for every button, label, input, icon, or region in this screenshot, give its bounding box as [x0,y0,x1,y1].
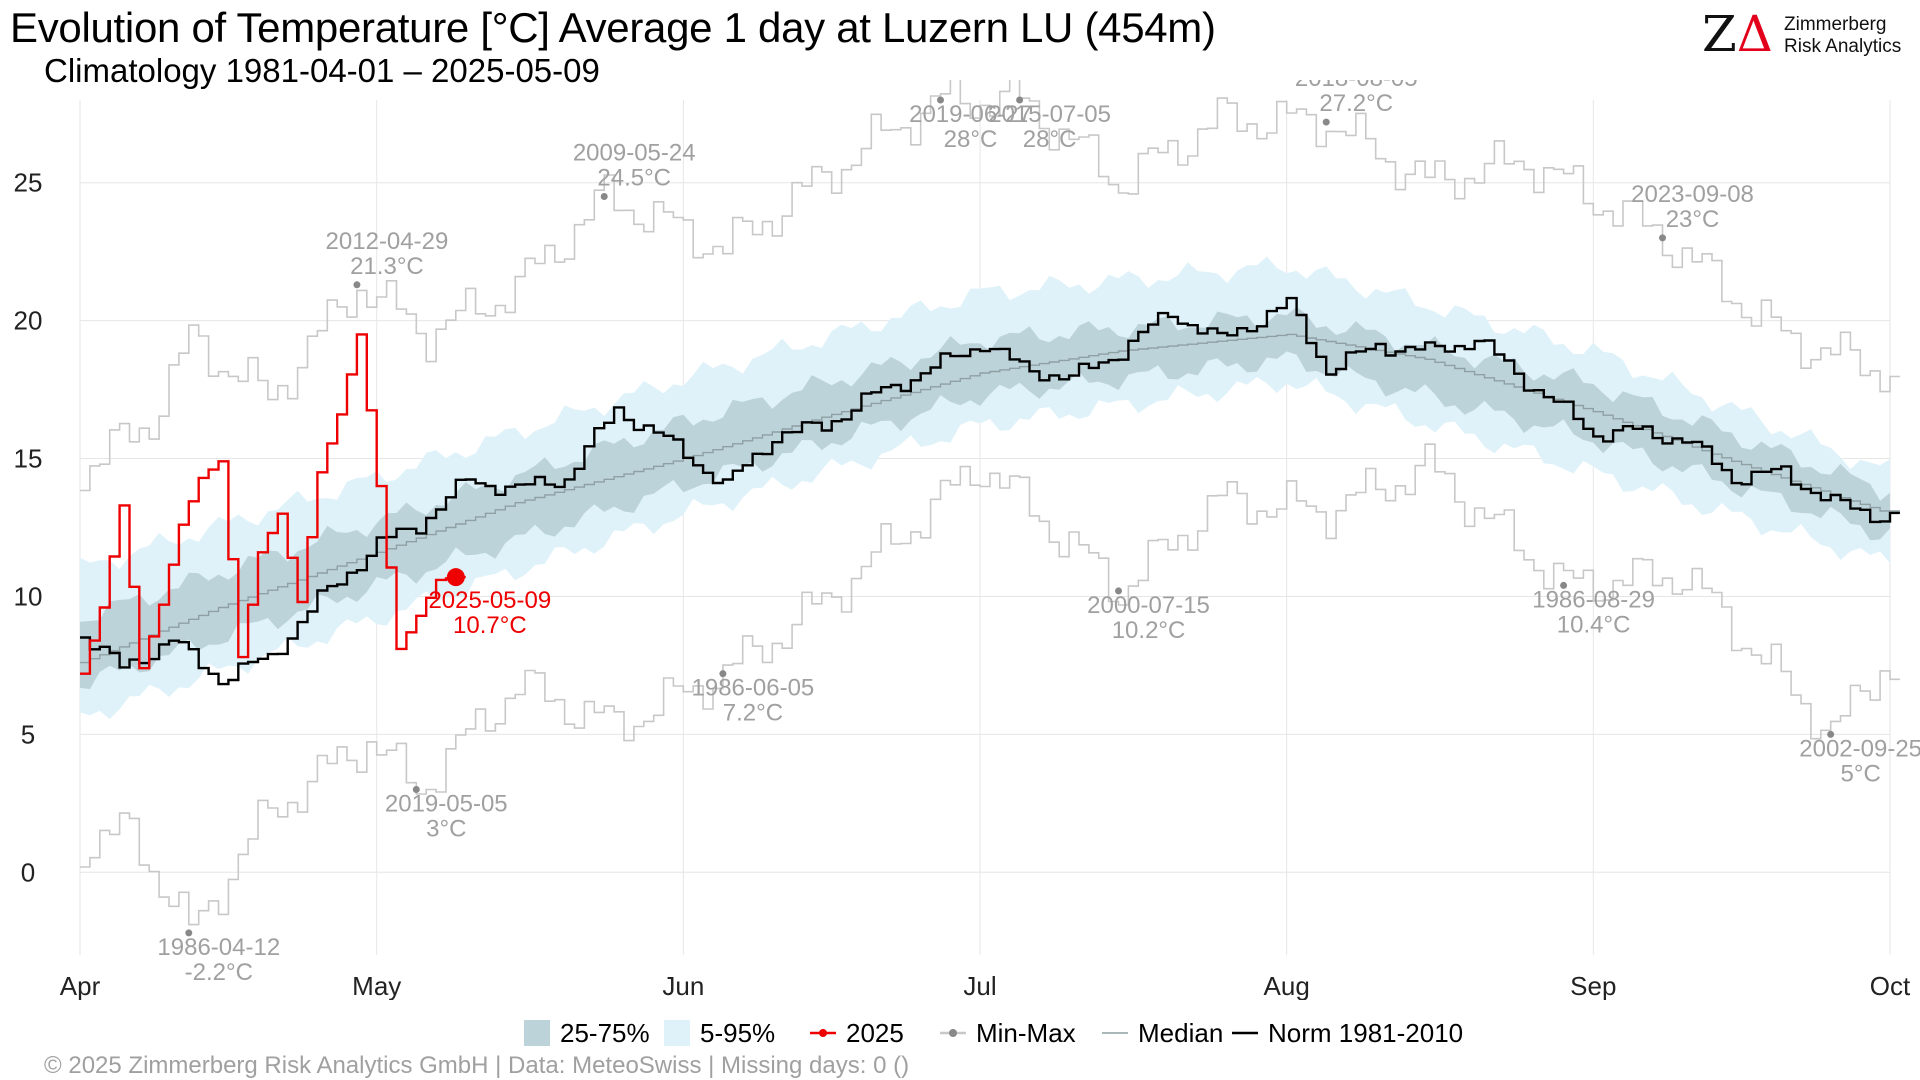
current-year-series-line [80,333,466,675]
logo-line-2: Risk Analytics [1784,36,1902,57]
band-5-95 [80,256,1890,720]
band-25-75 [80,306,1890,690]
annotation-value: -2.2°C [185,959,253,986]
logo-line-1: Zimmerberg [1784,14,1887,35]
annotation-value: 27.2°C [1319,90,1393,117]
extreme-point [412,786,420,794]
x-tick-label: Sep [1570,971,1616,1000]
annotation-date: 1986-06-05 [692,675,815,702]
chart-subtitle: Climatology 1981-04-01 – 2025-05-09 [44,52,600,89]
legend-label: Norm 1981-2010 [1268,1017,1464,1048]
legend-label: 25-75% [560,1017,650,1048]
annotation-date: 2018-08-05 [1295,80,1418,92]
annotation-value: 21.3°C [350,253,424,280]
logo-mark-icon: ZΔ [1702,5,1773,63]
extreme-point [1115,587,1123,595]
y-tick-label: 25 [14,168,43,198]
y-tick-label: 0 [21,857,35,887]
annotation-value: 5°C [1841,760,1881,787]
x-tick-label: Jul [963,971,996,1000]
legend-key-median-icon [1100,1018,1130,1048]
logo-text: Zimmerberg Risk Analytics [1784,14,1901,58]
annotation-value: 28°C [944,126,998,153]
legend-label: Median [1138,1017,1224,1048]
current-day-point [446,568,465,587]
annotation-date: 2019-06-27 [909,101,1032,128]
max-series-line [80,80,1900,492]
chart-title: Evolution of Temperature [°C] Average 1 … [10,4,1216,51]
annotation-date: 2023-09-08 [1631,181,1754,208]
legend-key-norm-icon [1230,1018,1260,1048]
annotation-value: 10.4°C [1557,611,1631,638]
min-series-line [80,443,1900,926]
annotation-date: 2000-07-15 [1087,592,1210,619]
legend-label: 2025 [846,1017,904,1048]
extreme-point [1560,581,1568,589]
annotation-date: 2019-05-05 [385,791,508,818]
extreme-point [1827,730,1835,738]
annotation-value: 3°C [426,816,466,843]
legend-label: Min-Max [976,1017,1076,1048]
y-tick-label: 15 [14,444,43,474]
x-tick-label: Aug [1264,971,1310,1000]
x-tick-label: Jun [662,971,704,1000]
x-tick-label: May [352,971,401,1000]
annotation-date: 2012-04-29 [326,228,449,255]
current-day-date: 2025-05-09 [428,587,551,614]
extreme-point [353,281,361,289]
norm-series-line [80,296,1900,686]
y-tick-label: 10 [14,581,43,611]
annotation-value: 28°C [1023,126,1077,153]
extreme-point [600,193,608,201]
annotation-value: 23°C [1666,206,1720,233]
current-day-value: 10.7°C [453,612,527,639]
y-tick-label: 20 [14,306,43,336]
annotation-value: 7.2°C [723,700,783,727]
annotation-value: 24.5°C [597,165,671,192]
legend-item-norm: Norm 1981-2010 [1230,1015,1463,1051]
company-logo: ZΔ Zimmerberg Risk Analytics [1700,5,1910,64]
footer-credits: © 2025 Zimmerberg Risk Analytics GmbH | … [44,1052,910,1079]
x-tick-label: Apr [60,971,101,1000]
annotation-date: 2009-05-24 [573,140,696,167]
legend-key-band50-icon [522,1018,552,1048]
temperature-chart: 0 5 10 15 20 25 Apr May Jun Jul Aug Sep Oct 1986-04-1… [14,80,1920,1000]
legend-key-current-icon [808,1018,838,1048]
extreme-point [936,96,944,104]
annotation-date: 1986-08-29 [1532,586,1655,613]
extreme-point [719,670,727,678]
legend-item-minmax: Min-Max [938,1015,1076,1051]
annotation-date: 2002-09-25 [1799,735,1920,762]
extreme-point [1322,118,1330,126]
legend-item-band90: 5-95% [662,1015,775,1051]
annotation-value: 10.2°C [1112,617,1186,644]
x-tick-label: Oct [1870,971,1911,1000]
annotation-date: 2015-07-05 [988,101,1111,128]
extreme-point [1016,96,1024,104]
legend-key-minmax-icon [938,1018,968,1048]
legend-item-median: Median [1100,1015,1223,1051]
legend: 25-75% 5-95% 2025 Min-Max Median Norm 1981-20… [0,1015,1920,1051]
legend-label: 5-95% [700,1017,776,1048]
y-tick-label: 5 [21,719,35,749]
extreme-point [185,929,193,937]
legend-key-band90-icon [662,1018,692,1048]
legend-item-band50: 25-75% [522,1015,650,1051]
extreme-point [1659,234,1667,242]
annotation-date: 1986-04-12 [157,934,280,961]
legend-item-current: 2025 [808,1015,904,1051]
